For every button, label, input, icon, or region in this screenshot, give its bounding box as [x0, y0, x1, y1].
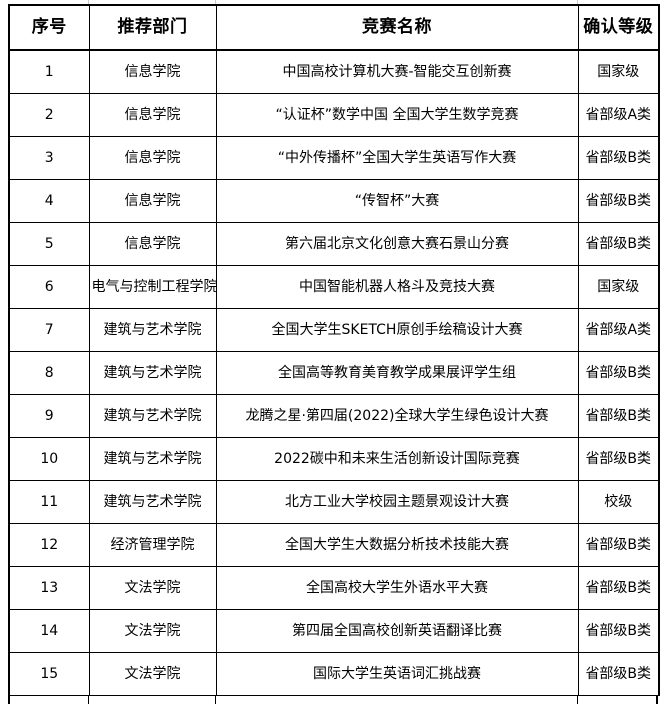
cell-index: 14: [8, 609, 90, 653]
cell-level: 省部级B类: [577, 437, 660, 481]
cell-level: 省部级A类: [577, 93, 660, 137]
column-header-index: 序号: [8, 4, 90, 51]
table-row: 5 信息学院 第六届北京文化创意大赛石景山分赛 省部级B类: [8, 222, 660, 266]
table-row: 4 信息学院 “传智杯”大赛 省部级B类: [8, 179, 660, 223]
cell-competition: 全国高校大学生外语水平大赛: [215, 566, 579, 610]
column-header-competition-name: 竞赛名称: [215, 4, 579, 51]
table-row: 8 建筑与艺术学院 全国高等教育美育教学成果展评学生组 省部级B类: [8, 351, 660, 395]
table-row: 2 信息学院 “认证杯”数学中国 全国大学生数学竞赛 省部级A类: [8, 93, 660, 137]
column-header-department: 推荐部门: [88, 4, 217, 51]
cell-index: 9: [8, 394, 90, 438]
cell-department: 建筑与艺术学院: [88, 480, 217, 524]
cell-competition: 2022碳中和未来生活创新设计国际竞赛: [215, 437, 579, 481]
cell-department: 建筑与艺术学院: [88, 437, 217, 481]
cell-index: 7: [8, 308, 90, 352]
cell-department: 建筑与艺术学院: [88, 308, 217, 352]
column-header-confirmed-level: 确认等级: [577, 4, 660, 51]
table-row: 11 建筑与艺术学院 北方工业大学校园主题景观设计大赛 校级: [8, 480, 660, 524]
cell-level: 省部级B类: [577, 394, 660, 438]
cell-competition: 国际大学生英语词汇挑战赛: [215, 652, 579, 696]
cell-competition: 龙腾之星·第四届(2022)全球大学生绿色设计大赛: [215, 394, 579, 438]
cell-level: 省部级B类: [577, 609, 660, 653]
cell-index: 5: [8, 222, 90, 266]
cell-index: 4: [8, 179, 90, 223]
cell-level: 省部级B类: [577, 523, 660, 567]
cell-level: 省部级B类: [577, 222, 660, 266]
document-page: 序号 推荐部门 竞赛名称 确认等级 1 信息学院 中国高校计算机大赛-智能交互创…: [8, 0, 660, 704]
cell-level: 省部级B类: [577, 351, 660, 395]
cell-index: 8: [8, 351, 90, 395]
cell-department: 信息学院: [88, 93, 217, 137]
cell-department: 建筑与艺术学院: [88, 394, 217, 438]
cell-competition: 中国高校计算机大赛-智能交互创新赛: [215, 49, 579, 94]
cell-competition: 全国高等教育美育教学成果展评学生组: [215, 351, 579, 395]
cell-department: 信息学院: [88, 222, 217, 266]
cell-competition: “传智杯”大赛: [215, 179, 579, 223]
cell-competition: 北方工业大学校园主题景观设计大赛: [215, 480, 579, 524]
cell-competition: “认证杯”数学中国 全国大学生数学竞赛: [215, 93, 579, 137]
table-row: 13 文法学院 全国高校大学生外语水平大赛 省部级B类: [8, 566, 660, 610]
cell-index: 12: [8, 523, 90, 567]
cell-index: 11: [8, 480, 90, 524]
table-row: 1 信息学院 中国高校计算机大赛-智能交互创新赛 国家级: [8, 49, 660, 94]
table-row: 15 文法学院 国际大学生英语词汇挑战赛 省部级B类: [8, 652, 660, 696]
table-row: 9 建筑与艺术学院 龙腾之星·第四届(2022)全球大学生绿色设计大赛 省部级B…: [8, 394, 660, 438]
cell-index: 13: [8, 566, 90, 610]
cell-level: 省部级B类: [577, 566, 660, 610]
table-row: 10 建筑与艺术学院 2022碳中和未来生活创新设计国际竞赛 省部级B类: [8, 437, 660, 481]
cell-competition: 第六届北京文化创意大赛石景山分赛: [215, 222, 579, 266]
cell-index: 6: [8, 265, 90, 309]
table-row: 7 建筑与艺术学院 全国大学生SKETCH原创手绘稿设计大赛 省部级A类: [8, 308, 660, 352]
table-row: 3 信息学院 “中外传播杯”全国大学生英语写作大赛 省部级B类: [8, 136, 660, 180]
cell-level: 省部级A类: [577, 308, 660, 352]
table-row: 6 电气与控制工程学院 中国智能机器人格斗及竞技大赛 国家级: [8, 265, 660, 309]
cell-level: 国家级: [577, 49, 660, 94]
cell-index: 15: [8, 652, 90, 696]
table-row: 12 经济管理学院 全国大学生大数据分析技术技能大赛 省部级B类: [8, 523, 660, 567]
table-header: 序号 推荐部门 竞赛名称 确认等级: [8, 4, 660, 51]
cell-level: 校级: [577, 480, 660, 524]
cell-competition: 中国智能机器人格斗及竞技大赛: [215, 265, 579, 309]
cell-department: 经济管理学院: [88, 523, 217, 567]
table-header-row: 序号 推荐部门 竞赛名称 确认等级: [8, 4, 660, 51]
cell-department: 文法学院: [88, 566, 217, 610]
clipped-row-above: [8, 0, 658, 4]
cell-department: 文法学院: [88, 609, 217, 653]
cell-department: 信息学院: [88, 136, 217, 180]
table-row: 14 文法学院 第四届全国高校创新英语翻译比赛 省部级B类: [8, 609, 660, 653]
cell-level: 省部级B类: [577, 136, 660, 180]
table-body: 1 信息学院 中国高校计算机大赛-智能交互创新赛 国家级 2 信息学院 “认证杯…: [8, 49, 660, 696]
cell-index: 1: [8, 49, 90, 94]
cell-level: 省部级B类: [577, 652, 660, 696]
cell-competition: 全国大学生SKETCH原创手绘稿设计大赛: [215, 308, 579, 352]
cell-department: 文法学院: [88, 652, 217, 696]
cell-competition: “中外传播杯”全国大学生英语写作大赛: [215, 136, 579, 180]
cell-index: 3: [8, 136, 90, 180]
cell-department: 建筑与艺术学院: [88, 351, 217, 395]
cell-competition: 全国大学生大数据分析技术技能大赛: [215, 523, 579, 567]
clipped-row-below: [8, 696, 658, 704]
cell-level: 国家级: [577, 265, 660, 309]
cell-index: 2: [8, 93, 90, 137]
cell-level: 省部级B类: [577, 179, 660, 223]
cell-department: 电气与控制工程学院: [88, 265, 217, 309]
cell-department: 信息学院: [88, 49, 217, 94]
cell-competition: 第四届全国高校创新英语翻译比赛: [215, 609, 579, 653]
cell-index: 10: [8, 437, 90, 481]
cell-department: 信息学院: [88, 179, 217, 223]
competition-table: 序号 推荐部门 竞赛名称 确认等级 1 信息学院 中国高校计算机大赛-智能交互创…: [8, 4, 660, 696]
